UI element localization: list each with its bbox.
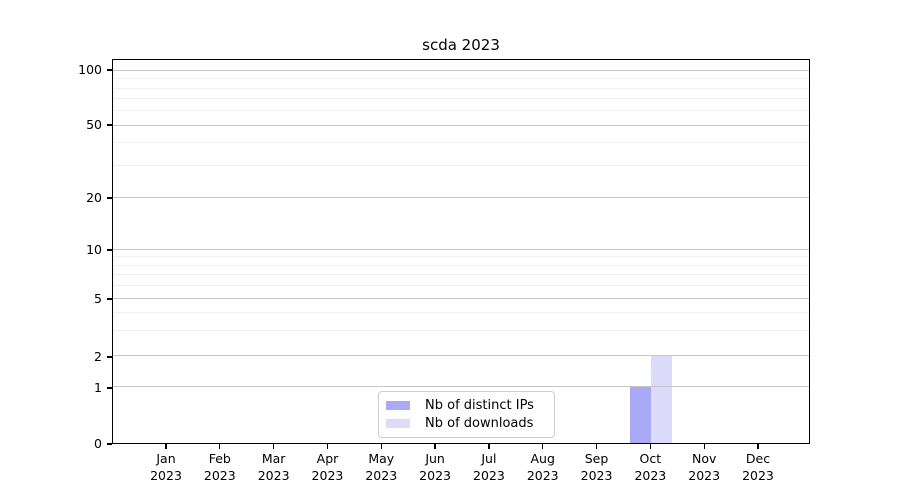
x-tick-year: 2023 — [311, 468, 344, 483]
x-tick-year: 2023 — [580, 468, 613, 483]
x-tick-month: Oct — [639, 451, 662, 466]
y-tick-label: 5 — [94, 291, 102, 306]
y-tick — [107, 387, 112, 389]
legend-swatch-distinct-ips — [386, 401, 410, 410]
x-tick-month: Jun — [425, 451, 445, 466]
y-tick — [107, 443, 112, 445]
x-tick-label: Oct 2023 — [618, 450, 682, 484]
legend-item-distinct-ips: Nb of distinct IPs — [386, 398, 546, 413]
gridline-major — [113, 249, 809, 251]
y-tick — [107, 249, 112, 251]
x-tick-month: Jul — [481, 451, 497, 466]
x-tick-year: 2023 — [526, 468, 559, 483]
chart-title: scda 2023 — [422, 36, 500, 54]
x-tick — [272, 444, 275, 449]
y-tick-label: 10 — [86, 241, 102, 257]
x-tick-month: Dec — [745, 451, 771, 466]
y-tick — [107, 298, 112, 300]
x-tick-year: 2023 — [257, 468, 290, 483]
bar-downloads — [651, 356, 673, 443]
x-tick-year: 2023 — [688, 468, 721, 483]
gridline-minor — [113, 78, 809, 80]
x-tick — [757, 444, 759, 449]
x-tick — [380, 444, 382, 449]
x-tick-month: May — [368, 451, 395, 466]
x-tick-label: Mar 2023 — [242, 450, 306, 484]
x-tick-month: Nov — [691, 451, 717, 466]
y-tick-label: 50 — [86, 116, 102, 132]
gridline-major — [113, 197, 809, 199]
gridline-minor — [113, 165, 809, 167]
x-tick-year: 2023 — [203, 468, 236, 483]
x-tick-label: Feb 2023 — [188, 450, 252, 484]
x-tick-month: Sep — [584, 451, 609, 466]
x-tick-label: Sep 2023 — [565, 450, 629, 484]
gridline-major — [113, 124, 809, 126]
x-tick-month: Feb — [208, 451, 231, 466]
gridline-minor — [113, 142, 809, 144]
bar-distinct-ips — [630, 387, 652, 443]
gridline-minor — [113, 256, 809, 258]
gridline-minor — [113, 98, 809, 100]
x-tick — [219, 444, 221, 449]
x-tick-month: Aug — [530, 451, 555, 466]
y-tick — [107, 124, 112, 126]
gridline-minor — [113, 87, 809, 89]
legend: Nb of distinct IPs Nb of downloads — [378, 391, 555, 438]
x-tick-label: Aug 2023 — [511, 450, 575, 484]
x-tick — [434, 444, 436, 449]
gridline-minor — [113, 329, 809, 331]
x-tick-label: May 2023 — [349, 450, 413, 484]
gridline-minor — [113, 284, 809, 286]
y-tick-label: 0 — [94, 436, 102, 451]
y-tick-label: 2 — [94, 348, 102, 364]
y-tick — [107, 197, 112, 199]
x-tick-label: Nov 2023 — [672, 450, 736, 484]
x-tick-label: Apr 2023 — [295, 450, 359, 484]
gridline-major — [113, 69, 809, 71]
gridline-major — [113, 297, 809, 299]
y-tick — [107, 69, 112, 71]
legend-item-downloads: Nb of downloads — [386, 416, 546, 431]
gridline-major — [113, 386, 809, 388]
gridline-minor — [113, 110, 809, 112]
gridline-minor — [113, 264, 809, 266]
x-tick-year: 2023 — [419, 468, 451, 483]
x-tick-month: Apr — [316, 451, 339, 466]
x-tick-year: 2023 — [365, 468, 398, 483]
plot-area — [112, 59, 810, 444]
x-tick — [542, 444, 544, 449]
y-tick-label: 1 — [94, 379, 102, 395]
gridline-major — [113, 355, 809, 357]
x-tick-year: 2023 — [150, 468, 182, 483]
x-tick-year: 2023 — [634, 468, 667, 483]
x-tick — [165, 444, 167, 449]
x-tick-label: Jul 2023 — [457, 450, 521, 484]
x-tick-month: Mar — [261, 451, 286, 466]
y-tick — [107, 356, 112, 358]
y-tick-label: 100 — [78, 62, 102, 77]
legend-label-distinct-ips: Nb of distinct IPs — [425, 398, 534, 413]
x-tick-label: Dec 2023 — [726, 450, 790, 484]
x-tick — [703, 444, 705, 449]
x-tick — [326, 444, 329, 449]
gridline-minor — [113, 311, 809, 313]
x-tick-label: Jan 2023 — [134, 450, 198, 484]
x-tick — [488, 444, 490, 449]
legend-swatch-downloads — [386, 419, 410, 428]
x-tick-label: Jun 2023 — [403, 450, 467, 484]
x-tick-year: 2023 — [473, 468, 505, 483]
y-tick-label: 20 — [86, 189, 102, 205]
x-tick-month: Jan — [156, 451, 176, 466]
x-tick — [649, 444, 651, 449]
legend-label-downloads: Nb of downloads — [425, 416, 534, 431]
x-tick-year: 2023 — [742, 468, 774, 483]
x-tick — [595, 444, 598, 449]
gridline-minor — [113, 274, 809, 276]
